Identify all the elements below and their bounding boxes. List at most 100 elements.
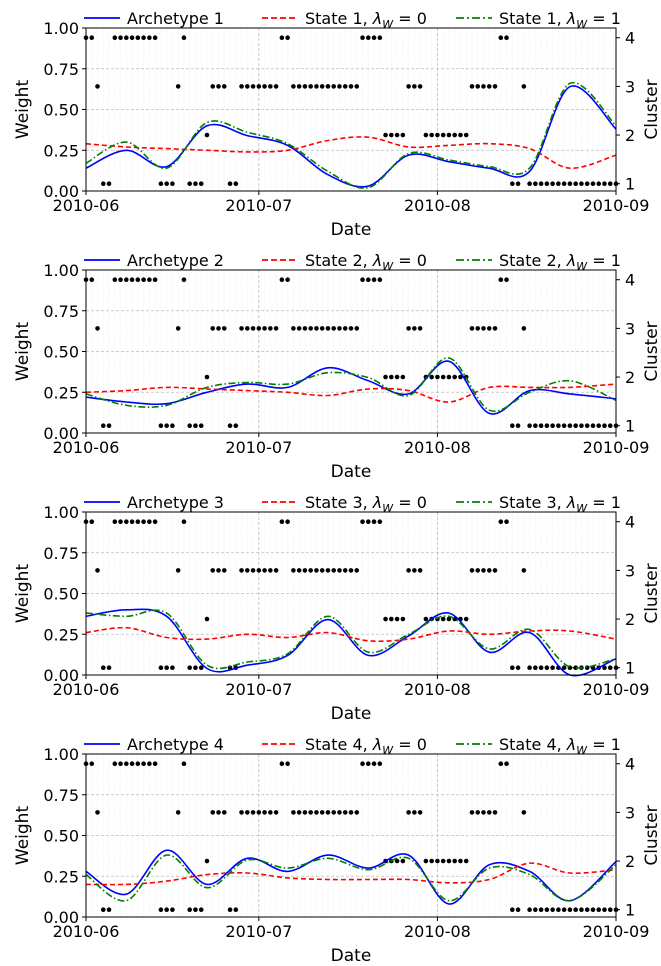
cluster-dot	[331, 84, 337, 89]
cluster-dot	[567, 907, 573, 913]
cluster-dot	[256, 84, 262, 89]
cluster-dot	[147, 35, 152, 41]
cluster-tick-label: 1	[625, 175, 635, 194]
cluster-dot	[377, 761, 383, 767]
x-tick-label: 2010-07	[225, 680, 292, 699]
cluster-tick-label: 4	[625, 29, 635, 48]
cluster-dot	[602, 665, 607, 671]
cluster-dot	[492, 568, 498, 573]
cluster-dot	[538, 665, 544, 671]
cluster-dot	[607, 907, 613, 913]
x-tick-label: 2010-09	[583, 680, 650, 699]
cluster-dot	[371, 35, 377, 41]
cluster-dot	[216, 810, 221, 815]
legend-label-1: Archetype 1	[127, 9, 224, 28]
cluster-dot	[504, 761, 509, 767]
cluster-dot	[256, 568, 262, 573]
cluster-dot	[486, 810, 492, 815]
cluster-dot	[602, 423, 607, 429]
y-axis-left: 0.00 0.25 0.50 0.75 1.00	[43, 19, 86, 201]
cluster-dot	[354, 326, 360, 331]
cluster-dot	[314, 84, 319, 89]
cluster-dot	[440, 132, 446, 138]
cluster-dot	[440, 616, 446, 622]
cluster-tick-label: 4	[625, 271, 635, 290]
cluster-dot	[233, 907, 239, 913]
x-tick-label: 2010-08	[404, 680, 471, 699]
cluster-tick-label: 3	[625, 803, 635, 822]
x-tick-label: 2010-09	[583, 438, 650, 457]
cluster-dot	[158, 181, 164, 187]
cluster-dot	[95, 84, 100, 89]
cluster-dot	[181, 35, 187, 41]
cluster-dot	[492, 326, 498, 331]
cluster-dot	[164, 907, 169, 913]
cluster-dot	[492, 810, 498, 815]
cluster-dot	[435, 374, 440, 380]
series-lines	[85, 608, 617, 677]
legend-label-1: Archetype 3	[127, 493, 224, 512]
cluster-dot	[435, 132, 440, 138]
cluster-dot	[227, 181, 233, 187]
cluster-dot	[221, 326, 227, 331]
x-tick-label: 2010-07	[225, 438, 292, 457]
cluster-dot	[239, 326, 244, 331]
cluster-dot	[602, 181, 607, 187]
cluster-dot	[498, 761, 504, 767]
cluster-dot	[342, 326, 348, 331]
y-axis-label: Weight	[13, 322, 33, 382]
cluster-dot	[452, 858, 457, 864]
cluster-dot	[245, 568, 250, 573]
cluster-dot	[521, 568, 527, 573]
cluster-dot	[296, 568, 302, 573]
cluster-dot	[556, 181, 561, 187]
cluster-dot	[100, 423, 106, 429]
cluster-dot	[221, 84, 227, 89]
cluster-dot	[319, 84, 325, 89]
cluster-tick-label: 1	[625, 417, 635, 436]
cluster-dot	[533, 665, 538, 671]
cluster-dot	[527, 423, 532, 429]
cluster-tick-label: 3	[625, 77, 635, 96]
cluster-dot	[527, 181, 532, 187]
cluster-dot	[106, 665, 112, 671]
cluster-dot	[515, 665, 521, 671]
cluster-dot	[469, 326, 475, 331]
cluster-dot	[412, 84, 417, 89]
cluster-dot	[250, 810, 256, 815]
cluster-dot	[607, 181, 613, 187]
cluster-dot	[412, 568, 417, 573]
cluster-dot	[198, 181, 204, 187]
cluster-dot	[400, 374, 406, 380]
cluster-dot	[561, 181, 567, 187]
cluster-dot	[279, 761, 285, 767]
y-tick-label: 1.00	[43, 745, 79, 764]
legend: Archetype 1 State 1, λW = 0 State 1, λW = …	[84, 9, 621, 31]
cluster-dot	[590, 907, 596, 913]
cluster-dot	[164, 665, 169, 671]
cluster-dot	[170, 181, 175, 187]
cluster-dot	[170, 907, 175, 913]
cluster-dot	[158, 665, 164, 671]
cluster-dot	[112, 35, 118, 41]
cluster-dot	[342, 568, 348, 573]
cluster-dot	[360, 35, 365, 41]
y-tick-label: 0.00	[43, 666, 79, 685]
cluster-dot	[515, 907, 521, 913]
cluster-dot	[175, 326, 181, 331]
cluster-dot	[296, 84, 302, 89]
cluster-dot	[365, 761, 371, 767]
cluster-dot	[124, 519, 129, 525]
cluster-dot	[544, 907, 550, 913]
cluster-dot	[308, 810, 313, 815]
cluster-dot	[475, 568, 481, 573]
cluster-dot	[164, 181, 169, 187]
cluster-dot	[147, 277, 152, 283]
cluster-dot	[400, 132, 406, 138]
cluster-dot	[325, 568, 331, 573]
cluster-dot	[584, 181, 590, 187]
cluster-dot	[550, 181, 555, 187]
cluster-dot	[458, 858, 463, 864]
cluster-dot	[360, 519, 365, 525]
cluster-dot	[302, 84, 308, 89]
